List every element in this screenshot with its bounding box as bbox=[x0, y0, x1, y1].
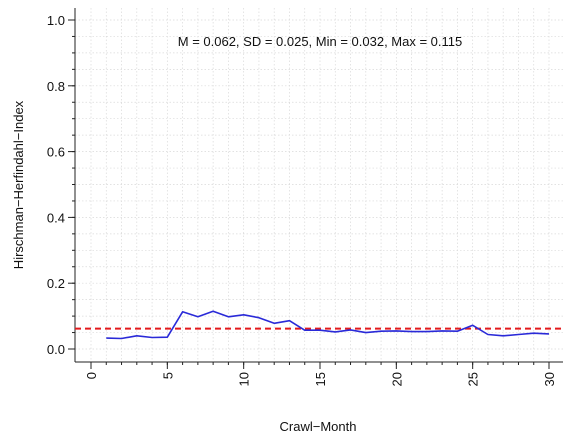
y-tick-label: 0.6 bbox=[47, 145, 65, 160]
series-lines bbox=[106, 310, 550, 340]
x-tick-label: 15 bbox=[313, 372, 328, 386]
y-tick-label: 0.8 bbox=[47, 79, 65, 94]
x-axis-ticks: 0 5 10 15 20 25 30 bbox=[84, 362, 557, 386]
y-tick-label: 0.0 bbox=[47, 342, 65, 357]
y-tick-label: 0.2 bbox=[47, 276, 65, 291]
x-tick-label: 30 bbox=[542, 372, 557, 386]
x-tick-label: 20 bbox=[389, 372, 404, 386]
y-axis-ticks: 0.0 0.2 0.4 0.6 0.8 1.0 bbox=[47, 13, 75, 357]
y-tick-label: 0.4 bbox=[47, 210, 65, 225]
x-tick-label: 10 bbox=[237, 372, 252, 386]
grid bbox=[75, 8, 563, 362]
y-axis-label: Hirschman−Herfindahl−Index bbox=[11, 100, 26, 269]
x-axis-label: Crawl−Month bbox=[280, 419, 357, 434]
x-tick-label: 5 bbox=[160, 372, 175, 379]
summary-annotation: M = 0.062, SD = 0.025, Min = 0.032, Max … bbox=[178, 34, 463, 49]
series-line bbox=[106, 310, 550, 340]
x-tick-label: 0 bbox=[84, 372, 99, 379]
y-tick-label: 1.0 bbox=[47, 13, 65, 28]
x-tick-label: 25 bbox=[466, 372, 481, 386]
